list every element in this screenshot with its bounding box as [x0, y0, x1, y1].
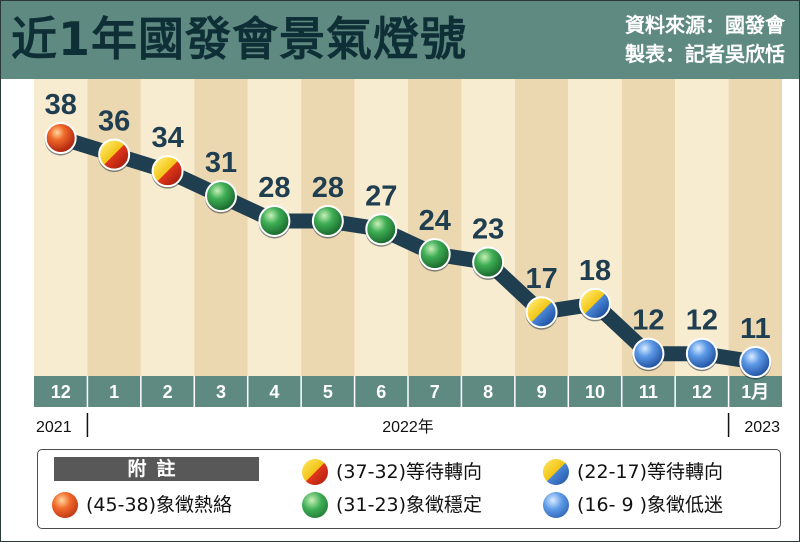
x-tick-label: 4	[269, 382, 279, 402]
data-label: 18	[579, 255, 611, 287]
yellow-red-light-icon	[302, 459, 328, 485]
blue-light-icon	[543, 492, 569, 518]
x-tick-label: 1	[109, 382, 119, 402]
x-tick-label: 8	[483, 382, 493, 402]
x-tick-label: 11	[639, 382, 658, 402]
x-tick-label: 2	[163, 382, 173, 402]
column-stripe	[408, 79, 462, 376]
x-tick-label: 3	[216, 382, 226, 402]
yellow-blue-light-icon	[543, 459, 569, 485]
data-label: 28	[312, 172, 344, 204]
data-label: 38	[45, 89, 77, 121]
data-point-yellow-blue-light	[579, 287, 611, 320]
data-label: 11	[740, 313, 771, 345]
data-point-blue-light	[739, 346, 772, 378]
column-stripe	[514, 79, 569, 376]
column-stripe	[621, 79, 676, 376]
data-label: 27	[365, 180, 397, 212]
x-tick-label: 6	[376, 382, 386, 402]
column-stripe	[140, 79, 195, 376]
column-stripe	[728, 79, 782, 376]
data-point-blue-light	[685, 337, 718, 370]
year-label: 2021	[36, 419, 72, 436]
x-tick-label: 7	[430, 382, 440, 402]
data-point-yellow-red-light	[151, 155, 184, 188]
data-label: 34	[151, 122, 183, 154]
data-point-green-light	[418, 238, 451, 271]
column-stripe	[461, 79, 515, 376]
data-label: 36	[98, 106, 130, 138]
legend-heading: 附註	[54, 457, 259, 481]
page-title: 近1年國發會景氣燈號	[11, 12, 468, 66]
legend-item-label: (22-17)等待轉向	[577, 461, 724, 483]
column-stripe	[675, 79, 729, 376]
data-label: 17	[525, 263, 557, 295]
data-label: 24	[419, 205, 451, 237]
green-light-icon	[302, 492, 328, 518]
credits: 資料來源：國發會 製表：記者吳欣恬	[625, 11, 785, 69]
data-point-blue-light	[632, 337, 665, 370]
legend-box: 附註 (45-38)象徵熱絡 (37-32)等待轉向 (31-23)象徵穩定 (…	[37, 449, 781, 529]
data-point-green-light	[311, 204, 344, 237]
year-label: 2023	[744, 419, 780, 436]
legend-item-label: (31-23)象徵穩定	[336, 494, 483, 516]
column-stripe	[87, 79, 141, 376]
data-label: 12	[632, 305, 664, 337]
x-tick-label: 10	[585, 382, 605, 402]
author-credit: 製表：記者吳欣恬	[625, 42, 785, 66]
data-point-green-light	[258, 204, 291, 237]
year-label: 2022年	[382, 418, 434, 436]
column-stripe	[194, 79, 248, 376]
data-label: 12	[686, 305, 718, 337]
x-tick-label: 9	[537, 382, 547, 402]
data-point-green-light	[205, 180, 237, 213]
data-label: 31	[205, 147, 237, 179]
legend-item-label: (45-38)象徵熱絡	[86, 494, 233, 516]
data-point-red-light	[44, 122, 77, 154]
data-point-green-light	[365, 213, 398, 246]
source-credit: 資料來源：國發會	[625, 13, 785, 37]
legend-item-label: (37-32)等待轉向	[336, 461, 483, 483]
legend-item-label: (16- 9 )象徵低迷	[577, 494, 724, 516]
data-label: 28	[258, 172, 290, 204]
data-point-green-light	[472, 246, 505, 279]
data-point-yellow-blue-light	[525, 296, 558, 329]
x-tick-label: 1月	[741, 382, 769, 402]
x-tick-label: 12	[692, 382, 712, 402]
traffic-light-chart: 12 1 2 3 4 5 6 7 8 9 10 11 12 1月 2021 2022年 2023 383634…	[34, 79, 782, 437]
data-point-yellow-red-light	[98, 138, 131, 171]
red-light-icon	[52, 492, 78, 518]
data-label: 23	[472, 213, 504, 245]
x-tick-label: 5	[323, 382, 333, 402]
x-tick-label: 12	[51, 382, 71, 402]
header-banner: 近1年國發會景氣燈號 資料來源：國發會 製表：記者吳欣恬	[1, 1, 799, 79]
